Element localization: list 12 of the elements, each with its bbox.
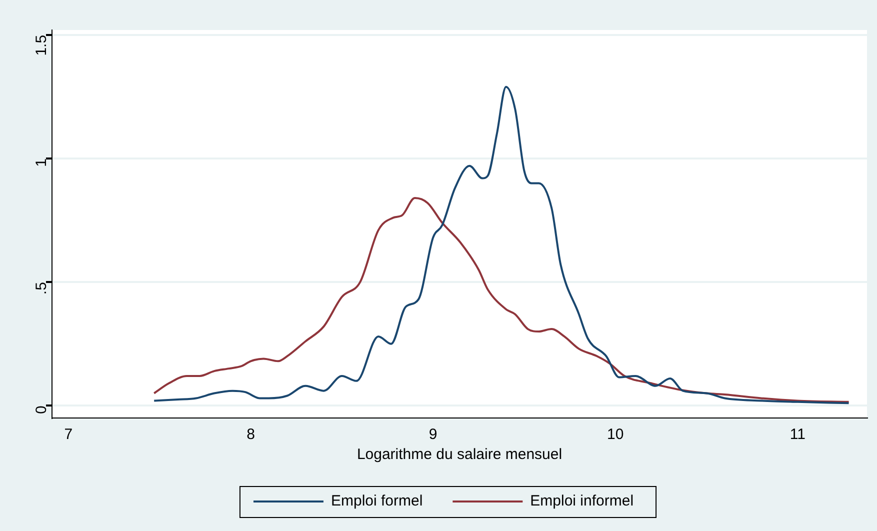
legend-label: Emploi formel: [330, 492, 423, 510]
y-tick-label: 0: [33, 406, 50, 414]
y-tick-label: .5: [33, 282, 50, 295]
x-tick-label: 7: [64, 426, 73, 444]
y-tick-label: 1.5: [33, 34, 50, 56]
x-tick-label: 10: [607, 426, 624, 444]
x-tick-label: 8: [246, 426, 255, 444]
x-axis-title: Logarithme du salaire mensuel: [356, 446, 562, 464]
x-tick-label: 11: [790, 426, 806, 444]
legend-label: Emploi informel: [530, 492, 634, 510]
y-tick-label: 1: [33, 158, 50, 167]
x-tick-label: 9: [428, 426, 438, 444]
